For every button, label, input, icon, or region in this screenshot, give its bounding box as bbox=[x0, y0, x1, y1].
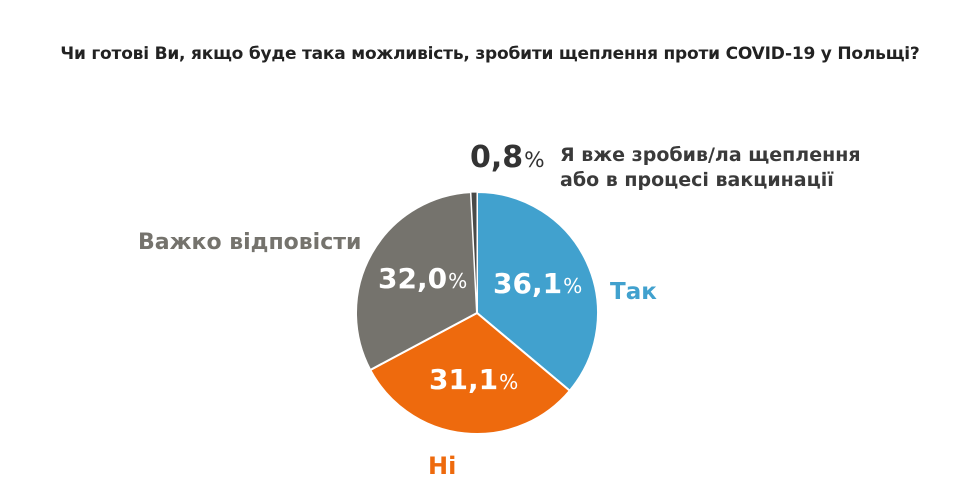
value-label-tak: 36,1% bbox=[493, 267, 583, 300]
category-label-vax-line-1: Я вже зробив/ла щеплення bbox=[560, 144, 861, 166]
pie-slice-tak bbox=[476, 190, 599, 393]
pie-slice-ni bbox=[368, 311, 572, 435]
pie-slice-vax bbox=[470, 191, 478, 314]
value-label-so: 32,0% bbox=[378, 262, 468, 295]
category-label-ni: Ні bbox=[428, 452, 457, 480]
value-label-ni: 31,1% bbox=[429, 363, 519, 396]
category-label-tak: Так bbox=[610, 279, 657, 305]
value-label-vax: 0,8% bbox=[470, 140, 545, 175]
category-label-vax-line-2: або в процесі вакцинації bbox=[560, 169, 834, 191]
category-label-vax: Я вже зробив/ла щеплення або в процесі в… bbox=[560, 143, 861, 193]
pie-slice-so bbox=[355, 191, 479, 372]
chart-title: Чи готові Ви, якщо буде така можливість,… bbox=[60, 44, 920, 64]
category-label-so: Важко відповісти bbox=[138, 230, 362, 255]
